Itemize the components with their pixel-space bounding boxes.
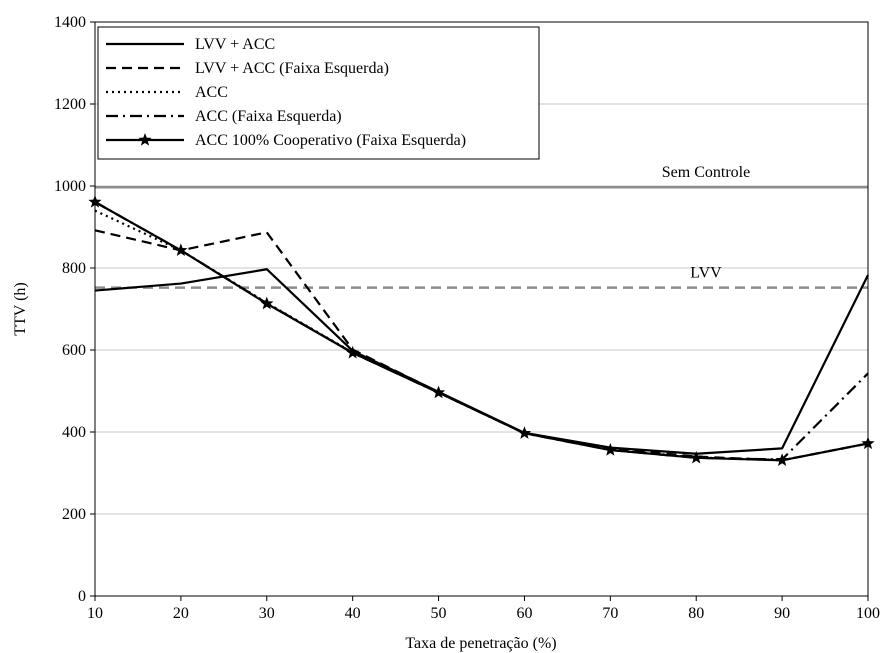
series-marker-4-6	[603, 443, 617, 456]
x-tick-label-80: 80	[688, 605, 704, 622]
series-line-0	[94, 268, 869, 455]
legend-label-0: LVV + ACC	[195, 36, 275, 53]
legend-label-3: ACC (Faixa Esquerda)	[195, 108, 342, 125]
x-tick-label-20: 20	[173, 605, 189, 622]
y-tick-label-600: 600	[62, 342, 86, 359]
series-line-3	[94, 201, 869, 461]
x-tick-label-30: 30	[259, 605, 275, 622]
y-tick-label-1400: 1400	[54, 14, 86, 31]
reference-label-1: LVV	[690, 265, 722, 282]
series-marker-4-2	[260, 296, 274, 310]
y-tick-label-0: 0	[78, 588, 86, 605]
plot-frame	[94, 21, 869, 597]
series-line-1	[94, 229, 869, 462]
legend-label-4: ACC 100% Cooperativo (Faixa Esquerda)	[195, 132, 466, 149]
y-tick-label-800: 800	[62, 260, 86, 277]
series-line-2	[94, 209, 869, 462]
x-axis-label: Taxa de penetração (%)	[405, 635, 556, 652]
series-marker-4-5	[517, 426, 532, 439]
legend: LVV + ACC LVV + ACC (Faixa Esquerda) ACC AC…	[97, 26, 540, 160]
axes: 0 200 400 600 800 1000 1200 1400 10 20 30 40 50 60 70 8…	[54, 14, 880, 622]
y-tick-label-200: 200	[62, 506, 86, 523]
series-marker-4-1	[174, 243, 188, 257]
reference-lines: Sem Controle LVV	[95, 164, 868, 289]
x-tick-label-40: 40	[345, 605, 361, 622]
series-marker-4-8	[775, 453, 789, 466]
legend-box	[97, 26, 540, 160]
y-axis-label: TTV (h)	[12, 282, 29, 335]
y-tick-label-1000: 1000	[54, 178, 86, 195]
x-tick-label-100: 100	[856, 605, 880, 622]
legend-label-1: LVV + ACC (Faixa Esquerda)	[195, 60, 389, 77]
legend-marker-4	[138, 133, 152, 146]
x-tick-label-70: 70	[602, 605, 618, 622]
series-marker-4-3	[346, 345, 360, 359]
series-line-4	[94, 201, 869, 462]
series-marker-4-4	[431, 385, 446, 399]
x-tick-label-60: 60	[516, 605, 532, 622]
grid-layer	[95, 103, 868, 515]
x-tick-label-50: 50	[431, 605, 447, 622]
y-tick-label-1200: 1200	[54, 96, 86, 113]
series-marker-4-7	[689, 450, 703, 464]
x-tick-label-90: 90	[774, 605, 790, 622]
series-layer	[88, 194, 875, 466]
x-tick-label-10: 10	[87, 605, 103, 622]
y-tick-label-400: 400	[62, 424, 86, 441]
reference-label-0: Sem Controle	[662, 164, 750, 181]
legend-label-2: ACC	[195, 84, 228, 101]
